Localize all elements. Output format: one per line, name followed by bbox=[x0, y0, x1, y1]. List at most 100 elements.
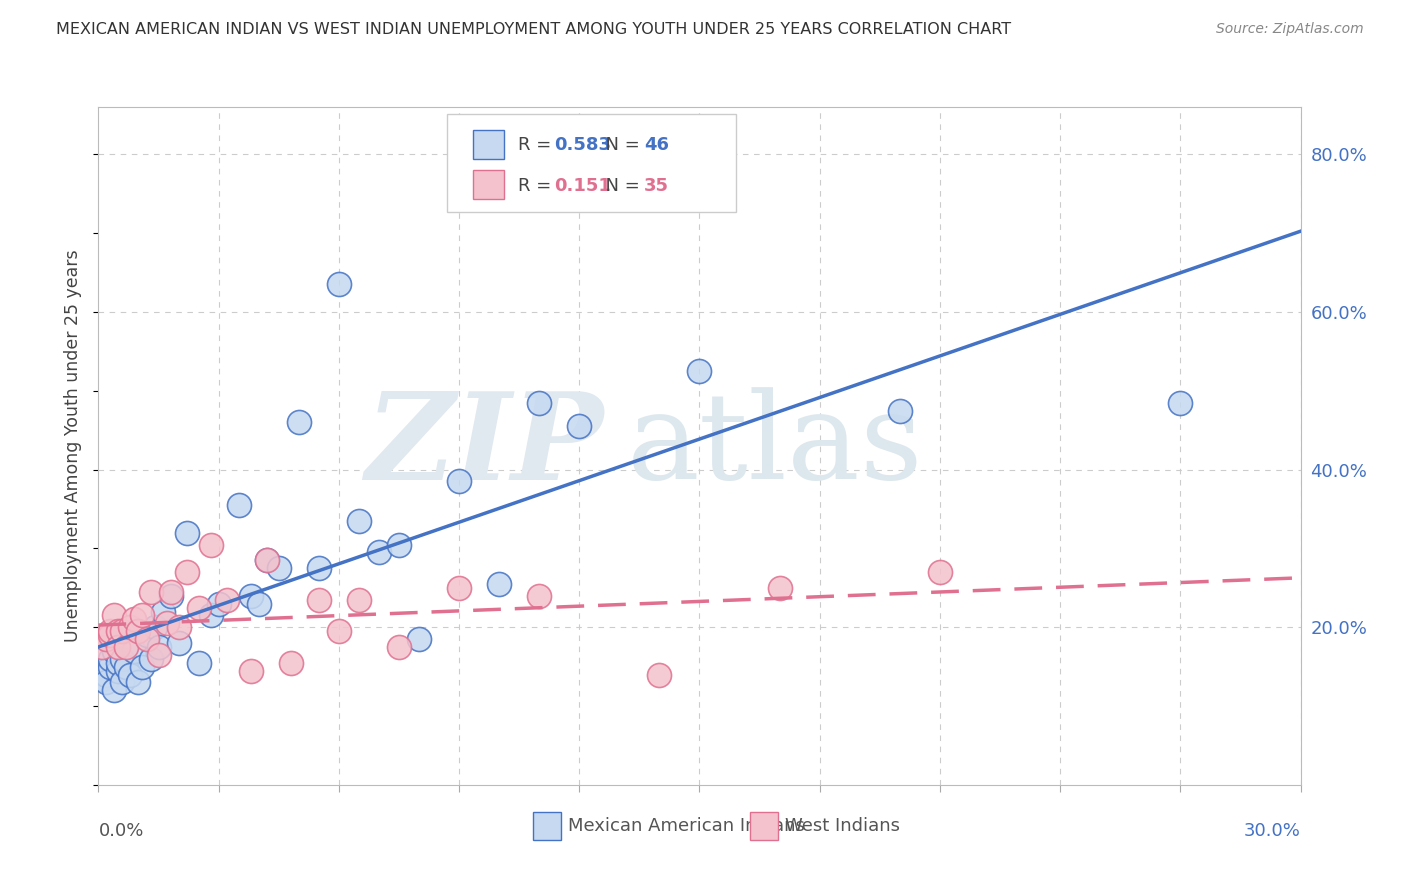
Point bbox=[447, 581, 470, 595]
Point bbox=[148, 648, 170, 662]
Point bbox=[124, 612, 146, 626]
Point bbox=[128, 675, 150, 690]
Point bbox=[91, 672, 114, 686]
Point bbox=[1170, 395, 1192, 409]
Point bbox=[488, 577, 510, 591]
Point bbox=[929, 565, 952, 579]
Point bbox=[124, 644, 146, 658]
Text: MEXICAN AMERICAN INDIAN VS WEST INDIAN UNEMPLOYMENT AMONG YOUTH UNDER 25 YEARS C: MEXICAN AMERICAN INDIAN VS WEST INDIAN U… bbox=[56, 22, 1011, 37]
Point bbox=[328, 624, 350, 639]
Text: 35: 35 bbox=[644, 178, 669, 195]
Point bbox=[368, 545, 391, 559]
Text: Mexican American Indians: Mexican American Indians bbox=[568, 817, 806, 835]
Point bbox=[107, 664, 129, 678]
Point bbox=[96, 675, 118, 690]
Y-axis label: Unemployment Among Youth under 25 years: Unemployment Among Youth under 25 years bbox=[65, 250, 83, 642]
Point bbox=[111, 652, 134, 666]
Point bbox=[200, 608, 222, 623]
Point bbox=[100, 659, 122, 673]
Point bbox=[100, 628, 122, 642]
Point bbox=[239, 664, 262, 678]
Point bbox=[159, 589, 181, 603]
Point bbox=[347, 592, 370, 607]
Point bbox=[135, 628, 157, 642]
Point bbox=[648, 667, 671, 681]
Point bbox=[215, 592, 238, 607]
Point bbox=[103, 608, 125, 623]
Point bbox=[135, 632, 157, 647]
Point bbox=[148, 640, 170, 654]
Point bbox=[328, 277, 350, 292]
Point bbox=[347, 514, 370, 528]
Point bbox=[280, 656, 302, 670]
Point bbox=[96, 667, 118, 681]
Text: Source: ZipAtlas.com: Source: ZipAtlas.com bbox=[1216, 22, 1364, 37]
Point bbox=[388, 537, 411, 551]
Text: N =: N = bbox=[593, 178, 645, 195]
Text: R =: R = bbox=[517, 178, 562, 195]
Point bbox=[200, 537, 222, 551]
Point bbox=[167, 636, 190, 650]
Text: 46: 46 bbox=[644, 136, 669, 154]
Text: West Indians: West Indians bbox=[785, 817, 900, 835]
Point bbox=[103, 683, 125, 698]
Point bbox=[167, 620, 190, 634]
Point bbox=[529, 395, 551, 409]
Point bbox=[267, 561, 290, 575]
Point bbox=[115, 659, 138, 673]
Point bbox=[408, 632, 430, 647]
Point bbox=[256, 553, 278, 567]
Text: 0.0%: 0.0% bbox=[98, 822, 143, 840]
Point bbox=[239, 589, 262, 603]
Point bbox=[111, 675, 134, 690]
Text: N =: N = bbox=[593, 136, 645, 154]
Point bbox=[568, 419, 591, 434]
Point bbox=[131, 659, 153, 673]
Point bbox=[128, 624, 150, 639]
Text: ZIP: ZIP bbox=[366, 387, 603, 505]
Point bbox=[529, 589, 551, 603]
Point bbox=[107, 656, 129, 670]
Text: 0.151: 0.151 bbox=[554, 178, 610, 195]
Point bbox=[288, 415, 311, 429]
Point bbox=[96, 632, 118, 647]
Point bbox=[143, 620, 166, 634]
Point bbox=[187, 656, 209, 670]
Point bbox=[120, 667, 142, 681]
Point bbox=[187, 600, 209, 615]
Point bbox=[889, 403, 911, 417]
Point bbox=[131, 608, 153, 623]
Point bbox=[91, 640, 114, 654]
Point bbox=[176, 565, 198, 579]
Point bbox=[103, 644, 125, 658]
FancyBboxPatch shape bbox=[447, 114, 735, 212]
Point bbox=[208, 597, 231, 611]
Point bbox=[247, 597, 270, 611]
Point bbox=[107, 624, 129, 639]
Point bbox=[308, 592, 330, 607]
Text: 30.0%: 30.0% bbox=[1244, 822, 1301, 840]
Point bbox=[111, 624, 134, 639]
Point bbox=[447, 475, 470, 489]
Point bbox=[120, 620, 142, 634]
Point bbox=[152, 605, 174, 619]
Point bbox=[155, 616, 177, 631]
Point bbox=[139, 584, 162, 599]
FancyBboxPatch shape bbox=[474, 130, 503, 159]
Point bbox=[308, 561, 330, 575]
Point bbox=[159, 584, 181, 599]
Point bbox=[100, 624, 122, 639]
Point bbox=[689, 364, 711, 378]
Point bbox=[107, 640, 129, 654]
Text: R =: R = bbox=[517, 136, 557, 154]
Point bbox=[256, 553, 278, 567]
Point bbox=[228, 498, 250, 512]
Point bbox=[115, 640, 138, 654]
Point bbox=[100, 652, 122, 666]
Text: atlas: atlas bbox=[627, 387, 924, 505]
FancyBboxPatch shape bbox=[474, 170, 503, 199]
Point bbox=[139, 652, 162, 666]
Point bbox=[388, 640, 411, 654]
Point bbox=[176, 525, 198, 540]
Point bbox=[769, 581, 792, 595]
